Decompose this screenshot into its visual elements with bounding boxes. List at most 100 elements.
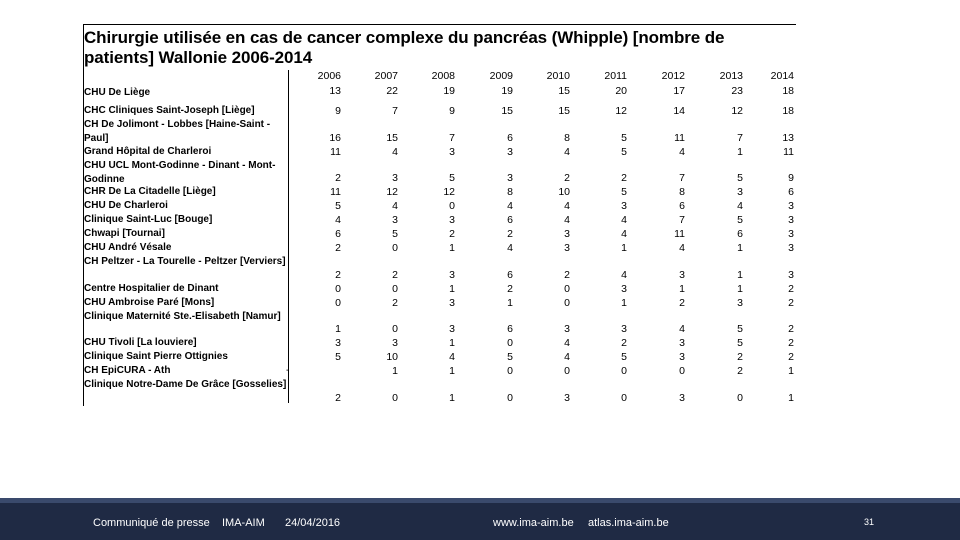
table-cell: 3 (737, 297, 743, 309)
table-cell: 4 (392, 146, 398, 158)
table-cell: 2 (788, 323, 794, 335)
table-cell: 4 (679, 323, 685, 335)
year-header-2008: 2008 (431, 70, 455, 82)
table-cell: 3 (335, 337, 341, 349)
row-label: CH Peltzer - La Tourelle - Peltzer [Verv… (84, 256, 286, 267)
table-cell: 2 (621, 337, 627, 349)
footer-url-main[interactable]: www.ima-aim.be (493, 517, 574, 529)
table-cell: 4 (564, 200, 570, 212)
table-cell: 4 (564, 214, 570, 226)
table-cell: 3 (788, 242, 794, 254)
table-cell: 4 (392, 200, 398, 212)
table-cell: 3 (788, 228, 794, 240)
table-cell: 3 (679, 392, 685, 404)
table-cell: 4 (507, 242, 513, 254)
table-cell: 6 (507, 132, 513, 144)
table-cell: 3 (507, 172, 513, 184)
page-title: Chirurgie utilisée en cas de cancer comp… (84, 28, 725, 67)
table-cell: 6 (737, 228, 743, 240)
table-cell: 3 (788, 200, 794, 212)
table-cell: 5 (737, 337, 743, 349)
table-cell: 15 (501, 105, 513, 117)
table-cell: 0 (564, 365, 570, 377)
table-cell: 1 (737, 242, 743, 254)
table-cell: 0 (507, 392, 513, 404)
table-cell: 10 (558, 186, 570, 198)
table-cell: 0 (679, 365, 685, 377)
row-label: Clinique Saint-Luc [Bouge] (84, 214, 213, 225)
table-cell: 2 (335, 269, 341, 281)
year-header-2014: 2014 (770, 70, 794, 82)
table-cell: 1 (449, 392, 455, 404)
table-cell: 7 (679, 214, 685, 226)
table-cell: 3 (788, 269, 794, 281)
footer-url-atlas[interactable]: atlas.ima-aim.be (588, 517, 669, 529)
table-cell: 0 (621, 365, 627, 377)
table-cell: 1 (737, 283, 743, 295)
table-cell: 12 (443, 186, 455, 198)
table-cell: 6 (507, 323, 513, 335)
spreadsheet-frame (83, 24, 796, 406)
table-cell: 4 (564, 337, 570, 349)
table-cell: 2 (788, 351, 794, 363)
table-cell: 5 (507, 351, 513, 363)
table-cell: 2 (507, 228, 513, 240)
table-cell: 10 (386, 351, 398, 363)
row-label: Clinique Maternité Ste.-Elisabeth [Namur… (84, 311, 281, 322)
table-cell: 1 (679, 283, 685, 295)
table-cell: 14 (673, 105, 685, 117)
table-cell: 12 (386, 186, 398, 198)
table-cell: 3 (564, 228, 570, 240)
year-header-2006: 2006 (317, 70, 341, 82)
table-cell: 4 (737, 200, 743, 212)
table-cell: 0 (392, 392, 398, 404)
table-cell: 3 (392, 214, 398, 226)
row-label: CHU André Vésale (84, 242, 172, 253)
table-cell: 20 (615, 85, 627, 97)
table-cell: 1 (737, 269, 743, 281)
table-cell: 3 (449, 323, 455, 335)
footer-accent (0, 498, 960, 503)
table-cell: 3 (564, 392, 570, 404)
table-cell: 12 (615, 105, 627, 117)
table-cell: 3 (564, 323, 570, 335)
year-header-2012: 2012 (661, 70, 685, 82)
year-header-2009: 2009 (489, 70, 513, 82)
table-cell: 4 (564, 351, 570, 363)
table-cell: 17 (673, 85, 685, 97)
table-cell: 19 (501, 85, 513, 97)
row-label: Clinique Saint Pierre Ottignies (84, 351, 228, 362)
table-cell: 2 (737, 351, 743, 363)
table-cell: 3 (621, 283, 627, 295)
table-cell: 2 (788, 297, 794, 309)
table-cell: 1 (788, 392, 794, 404)
table-cell: 2 (392, 297, 398, 309)
table-cell: 2 (392, 269, 398, 281)
table-cell: 0 (335, 283, 341, 295)
table-cell: 7 (737, 132, 743, 144)
table-cell: 6 (335, 228, 341, 240)
table-cell: 9 (449, 105, 455, 117)
table-cell: 11 (674, 228, 685, 240)
table-cell: 3 (788, 214, 794, 226)
table-cell: 0 (737, 392, 743, 404)
table-cell: 19 (443, 85, 455, 97)
table-cell: 15 (558, 85, 570, 97)
table-cell: 1 (449, 283, 455, 295)
table-cell: 11 (330, 186, 341, 198)
table-cell: 9 (788, 172, 794, 184)
table-cell: 7 (679, 172, 685, 184)
row-label: CHU De Charleroi (84, 200, 168, 211)
table-cell: 0 (449, 200, 455, 212)
table-cell: 6 (507, 269, 513, 281)
table-cell: 11 (330, 146, 341, 158)
table-cell: 3 (392, 337, 398, 349)
table-cell: 0 (507, 337, 513, 349)
row-label: Chwapi [Tournai] (84, 228, 165, 239)
table-cell: 18 (782, 105, 794, 117)
table-cell: 6 (679, 200, 685, 212)
table-cell: 5 (737, 323, 743, 335)
table-cell: 3 (507, 146, 513, 158)
table-cell: 3 (679, 351, 685, 363)
row-marker: - (286, 365, 290, 376)
